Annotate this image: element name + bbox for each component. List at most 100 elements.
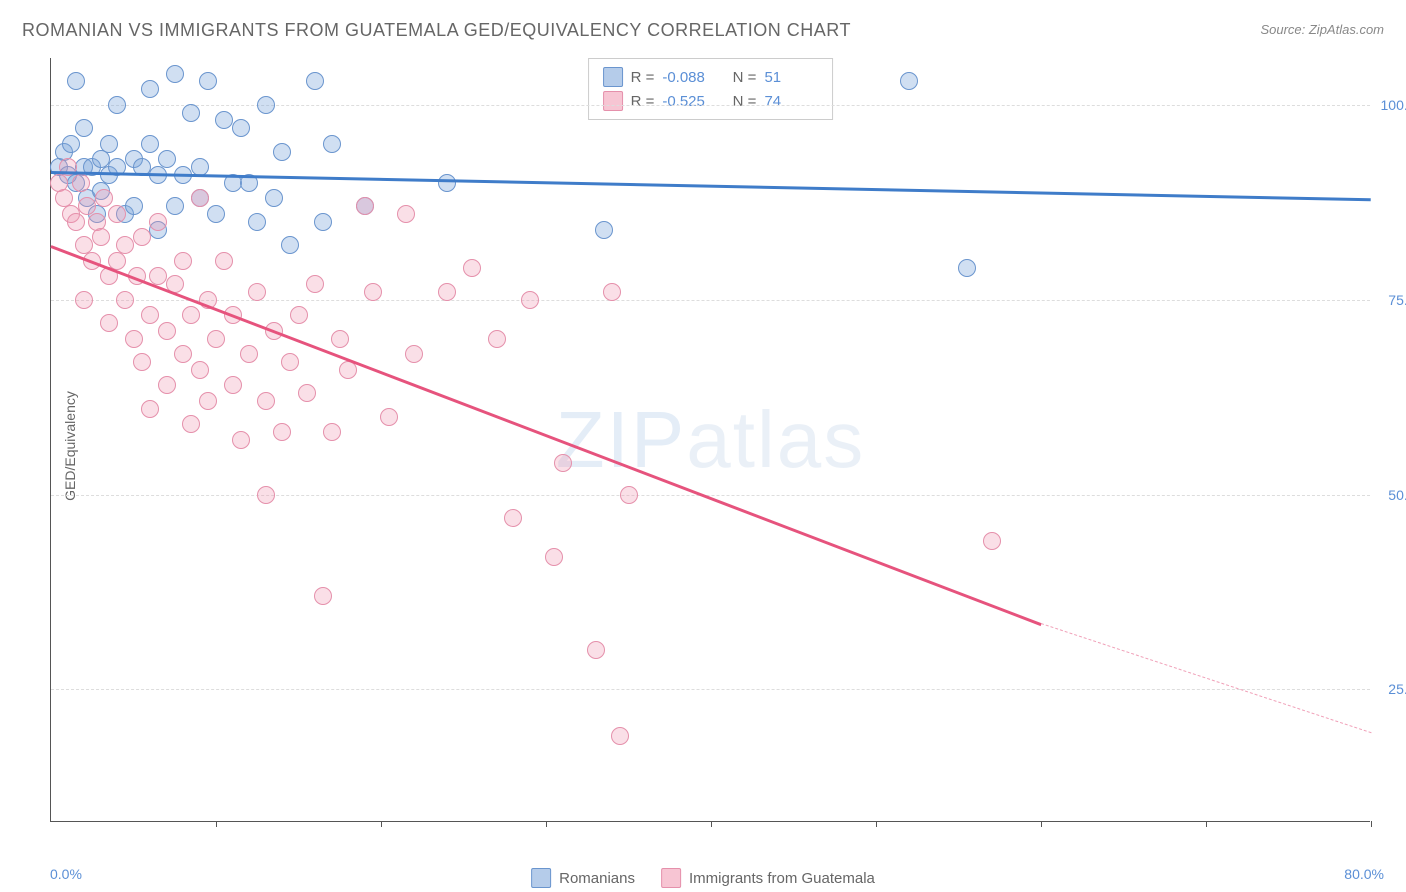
legend-series-item: Immigrants from Guatemala: [661, 868, 875, 888]
source-attribution: Source: ZipAtlas.com: [1260, 22, 1384, 37]
y-tick-label: 100.0%: [1381, 97, 1406, 113]
y-tick-label: 25.0%: [1388, 681, 1406, 697]
scatter-point: [958, 259, 976, 277]
scatter-point: [141, 135, 159, 153]
scatter-point: [75, 291, 93, 309]
legend-series-item: Romanians: [531, 868, 635, 888]
scatter-point: [67, 213, 85, 231]
scatter-point: [232, 431, 250, 449]
scatter-point: [125, 197, 143, 215]
scatter-point: [215, 252, 233, 270]
scatter-point: [141, 80, 159, 98]
scatter-point: [67, 72, 85, 90]
scatter-point: [125, 330, 143, 348]
legend-series-label: Romanians: [559, 870, 635, 887]
scatter-point: [158, 322, 176, 340]
legend-n-label: N =: [724, 69, 756, 86]
trendline-guatemala: [51, 245, 1042, 625]
scatter-point: [323, 423, 341, 441]
scatter-point: [290, 306, 308, 324]
scatter-point: [438, 174, 456, 192]
scatter-point: [75, 119, 93, 137]
scatter-point: [595, 221, 613, 239]
x-tick: [1371, 821, 1372, 827]
scatter-point: [257, 96, 275, 114]
scatter-point: [273, 143, 291, 161]
scatter-point: [611, 727, 629, 745]
scatter-point: [116, 291, 134, 309]
scatter-point: [141, 400, 159, 418]
x-tick: [381, 821, 382, 827]
scatter-point: [199, 72, 217, 90]
trendline-guatemala-extrapolated: [1041, 623, 1371, 733]
scatter-point: [215, 111, 233, 129]
scatter-point: [116, 236, 134, 254]
scatter-point: [133, 228, 151, 246]
scatter-point: [95, 189, 113, 207]
gridline-horizontal: [51, 300, 1370, 301]
y-tick-label: 75.0%: [1388, 292, 1406, 308]
x-tick: [1206, 821, 1207, 827]
scatter-point: [314, 213, 332, 231]
x-axis-min-label: 0.0%: [50, 866, 82, 882]
scatter-point: [248, 283, 266, 301]
scatter-point: [298, 384, 316, 402]
scatter-point: [240, 345, 258, 363]
scatter-point: [323, 135, 341, 153]
swatch-pink-icon: [603, 91, 623, 111]
scatter-point: [983, 532, 1001, 550]
scatter-point: [463, 259, 481, 277]
legend-correlation-row: R = -0.088 N = 51: [603, 65, 819, 89]
scatter-point: [521, 291, 539, 309]
scatter-point: [158, 150, 176, 168]
gridline-horizontal: [51, 495, 1370, 496]
scatter-point: [166, 65, 184, 83]
x-tick: [216, 821, 217, 827]
scatter-point: [108, 96, 126, 114]
legend-r-label: R =: [631, 69, 655, 86]
scatter-point: [191, 361, 209, 379]
scatter-point: [182, 306, 200, 324]
legend-n-label: N =: [724, 93, 756, 110]
scatter-point: [504, 509, 522, 527]
scatter-point: [306, 275, 324, 293]
chart-title: ROMANIAN VS IMMIGRANTS FROM GUATEMALA GE…: [22, 20, 851, 41]
gridline-horizontal: [51, 105, 1370, 106]
scatter-point: [281, 353, 299, 371]
scatter-point: [108, 205, 126, 223]
scatter-point: [174, 345, 192, 363]
chart-plot-area: ZIPatlas R = -0.088 N = 51R = -0.525 N =…: [50, 58, 1370, 822]
scatter-point: [265, 189, 283, 207]
scatter-point: [166, 197, 184, 215]
scatter-point: [273, 423, 291, 441]
scatter-point: [620, 486, 638, 504]
watermark-thin: atlas: [686, 395, 865, 484]
scatter-point: [554, 454, 572, 472]
legend-series-label: Immigrants from Guatemala: [689, 870, 875, 887]
x-tick: [546, 821, 547, 827]
scatter-point: [72, 174, 90, 192]
legend-r-value: -0.088: [662, 69, 716, 86]
scatter-point: [257, 392, 275, 410]
scatter-point: [149, 213, 167, 231]
scatter-point: [141, 306, 159, 324]
scatter-point: [182, 415, 200, 433]
scatter-point: [587, 641, 605, 659]
scatter-point: [92, 228, 110, 246]
scatter-point: [182, 104, 200, 122]
y-tick-label: 50.0%: [1388, 487, 1406, 503]
scatter-point: [191, 189, 209, 207]
x-tick: [1041, 821, 1042, 827]
scatter-point: [174, 252, 192, 270]
watermark-bold: ZIP: [556, 395, 686, 484]
scatter-point: [364, 283, 382, 301]
legend-r-value: -0.525: [662, 93, 716, 110]
scatter-point: [158, 376, 176, 394]
scatter-point: [603, 283, 621, 301]
legend-n-value: 74: [764, 93, 818, 110]
scatter-point: [356, 197, 374, 215]
scatter-point: [900, 72, 918, 90]
scatter-point: [438, 283, 456, 301]
scatter-point: [306, 72, 324, 90]
swatch-pink-icon: [661, 868, 681, 888]
